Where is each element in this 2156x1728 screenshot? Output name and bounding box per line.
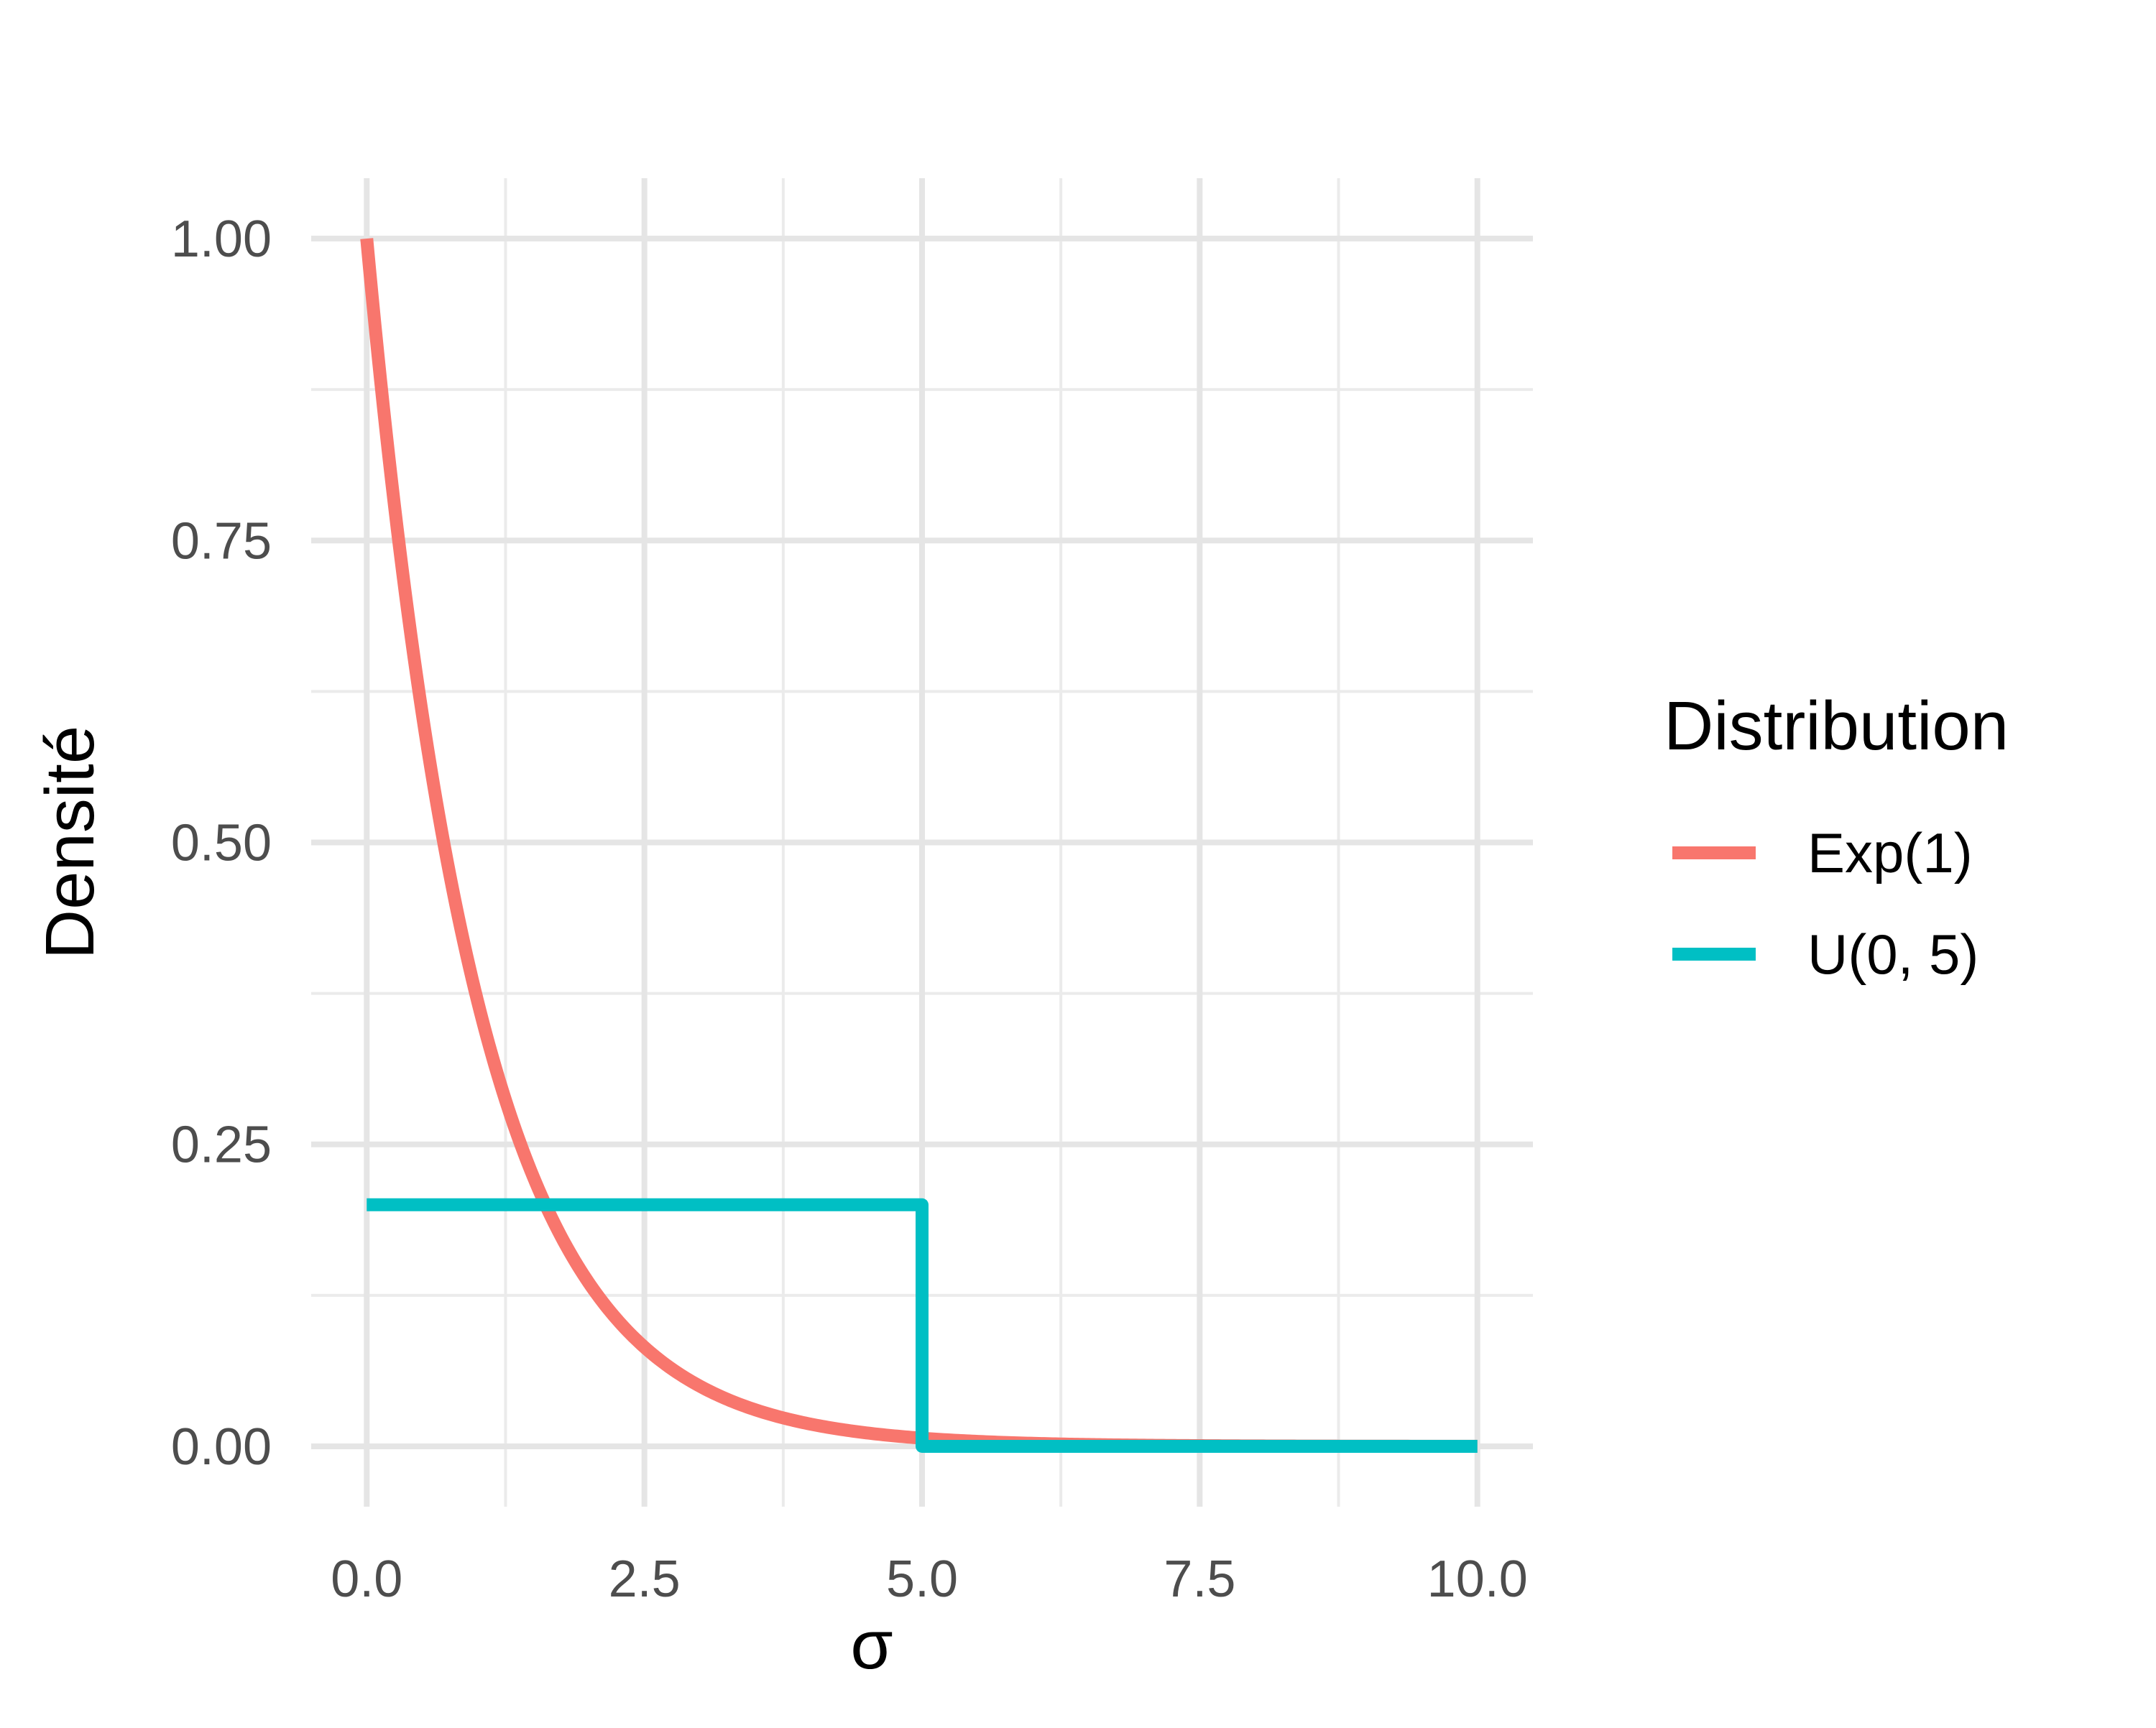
y-tick-label: 0.50 [171, 815, 272, 872]
x-tick-label: 0.0 [331, 1551, 402, 1608]
y-tick-label: 0.00 [171, 1418, 272, 1476]
legend-layer: Distribution Exp(1) U(0, 5) [1664, 688, 2009, 986]
series-line-uniform [367, 1198, 1478, 1453]
legend-label: Exp(1) [1807, 821, 1973, 884]
series-layer [360, 238, 1481, 1453]
x-tick-label: 5.0 [886, 1551, 958, 1608]
x-tick-label: 7.5 [1164, 1551, 1235, 1608]
y-tick-label: 1.00 [171, 211, 272, 268]
axis-layer: 0.0 2.5 5.0 7.5 10.0 0.00 0.25 0.50 0.75 1.00 σ Den… [32, 211, 1528, 1683]
x-tick-label: 2.5 [609, 1551, 681, 1608]
x-tick-label: 10.0 [1427, 1551, 1528, 1608]
legend-title: Distribution [1664, 688, 2009, 764]
y-axis-title: Densité [32, 726, 109, 960]
y-tick-label: 0.25 [171, 1117, 272, 1174]
legend-label: U(0, 5) [1807, 923, 1978, 986]
y-tick-label: 0.75 [171, 512, 272, 570]
x-axis-title: σ [850, 1607, 893, 1683]
